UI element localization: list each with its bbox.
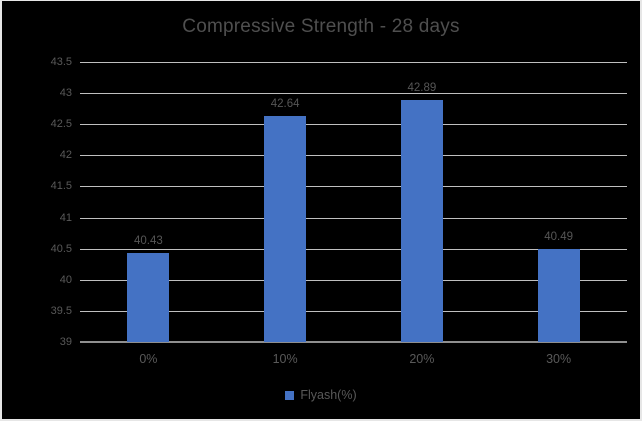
gridline	[80, 93, 627, 95]
y-axis-tick-label: 42	[59, 149, 72, 162]
y-axis-tick-label: 43.5	[50, 56, 72, 68]
bar-20%	[400, 99, 443, 342]
gridline	[80, 62, 627, 63]
gridline	[80, 186, 627, 188]
legend-label: Flyash(%)	[300, 388, 357, 402]
y-axis-tick-label: 41	[59, 211, 72, 224]
data-label: 40.49	[544, 231, 574, 244]
gridline	[80, 124, 627, 126]
gridline	[80, 310, 627, 312]
gridline	[80, 217, 627, 219]
gridline	[80, 248, 627, 250]
y-axis-tick-label: 39.5	[50, 304, 72, 317]
x-axis-tick-label: 10%	[272, 352, 298, 366]
data-label: 42.64	[270, 97, 300, 110]
y-axis-tick-label: 39	[59, 336, 72, 348]
x-axis-line	[80, 341, 627, 343]
bar-10%	[264, 115, 307, 342]
y-axis-tick-label: 42.5	[50, 118, 72, 131]
y-axis-tick-label: 41.5	[50, 180, 72, 193]
x-axis-tick-label: 20%	[409, 352, 435, 366]
data-label: 40.43	[133, 235, 163, 248]
legend: Flyash(%)	[2, 388, 640, 402]
data-label: 42.89	[407, 81, 437, 94]
bar-30%	[537, 249, 580, 342]
y-axis-tick-label: 40.5	[50, 242, 72, 255]
x-axis-tick-label: 0%	[139, 352, 158, 366]
gridline	[80, 279, 627, 281]
chart-title: Compressive Strength - 28 days	[182, 16, 460, 37]
bar-0%	[127, 253, 170, 342]
x-axis-tick-label: 30%	[546, 352, 572, 366]
y-axis-tick-label: 43	[59, 87, 72, 100]
legend-swatch-icon	[285, 390, 295, 400]
gridline	[80, 155, 627, 157]
y-axis-tick-label: 40	[59, 273, 72, 286]
plot-area: 39 39.5 40 40.5 41 41.5 42 42.5 43 43.5 40.43 0% 42.…	[51, 57, 627, 366]
